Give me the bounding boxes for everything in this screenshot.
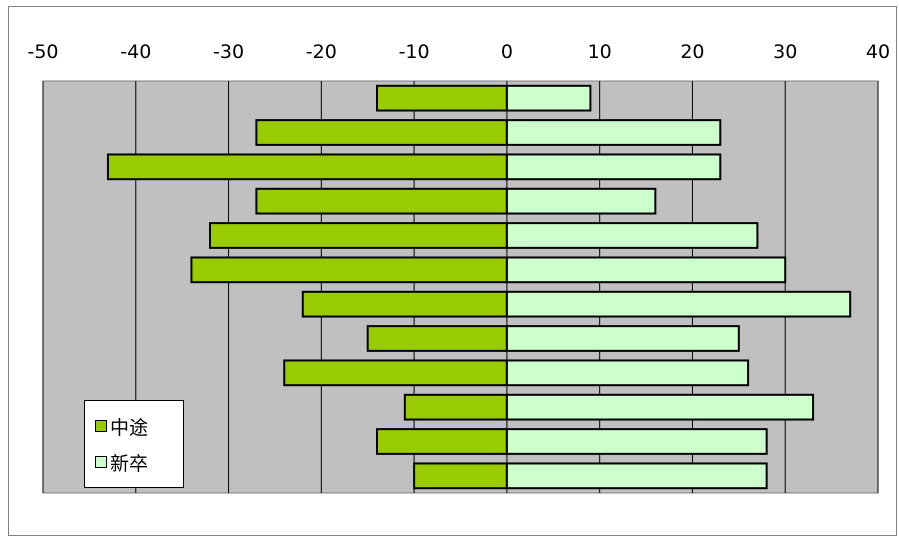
- legend: 中途 新卒: [84, 400, 184, 488]
- bar-series1-cat11: [505, 462, 768, 490]
- x-tick-label: 20: [680, 41, 704, 63]
- bar-series1-cat8: [505, 359, 750, 387]
- bar-series1-cat3: [505, 187, 657, 215]
- bar-series0-cat5: [190, 256, 508, 284]
- x-tick-label: -20: [306, 41, 337, 63]
- bar-series1-cat0: [505, 84, 592, 112]
- bar-series0-cat3: [255, 187, 508, 215]
- x-tick-label: 0: [501, 41, 513, 63]
- bar-series0-cat0: [376, 84, 508, 112]
- bar-series1-cat4: [505, 222, 759, 249]
- x-tick-label: 10: [588, 41, 612, 63]
- x-tick-label: -50: [27, 41, 58, 63]
- bar-series0-cat8: [283, 359, 508, 387]
- bar-series1-cat9: [505, 393, 815, 421]
- x-tick-label: -30: [213, 41, 244, 63]
- bar-series0-cat11: [413, 462, 508, 490]
- bar-series1-cat10: [505, 428, 768, 455]
- legend-swatch-chuto: [95, 420, 107, 432]
- x-tick-label: 40: [866, 41, 890, 63]
- bar-series1-cat7: [505, 325, 740, 352]
- x-tick-label: -10: [399, 41, 430, 63]
- x-tick-label: -40: [120, 41, 151, 63]
- legend-label-chuto: 中途: [110, 416, 149, 439]
- chart-frame: -50 -40 -30 -20 -10 0 10 20 30 40 中途 新卒: [8, 6, 897, 536]
- bar-series0-cat1: [255, 119, 508, 146]
- bar-series0-cat7: [366, 325, 508, 352]
- bar-series1-cat2: [505, 153, 722, 181]
- bar-series0-cat10: [376, 428, 508, 455]
- bar-series0-cat6: [301, 290, 508, 318]
- legend-item-shinsotsu: 新卒: [95, 447, 148, 477]
- bar-series0-cat2: [106, 153, 508, 181]
- bar-series1-cat1: [505, 119, 722, 146]
- bar-series0-cat4: [209, 222, 508, 249]
- legend-item-chuto: 中途: [95, 411, 148, 441]
- bar-series0-cat9: [403, 393, 508, 421]
- legend-label-shinsotsu: 新卒: [110, 452, 149, 475]
- legend-swatch-shinsotsu: [95, 456, 107, 468]
- bar-series1-cat6: [505, 290, 852, 318]
- x-tick-label: 30: [773, 41, 797, 63]
- bar-series1-cat5: [505, 256, 787, 284]
